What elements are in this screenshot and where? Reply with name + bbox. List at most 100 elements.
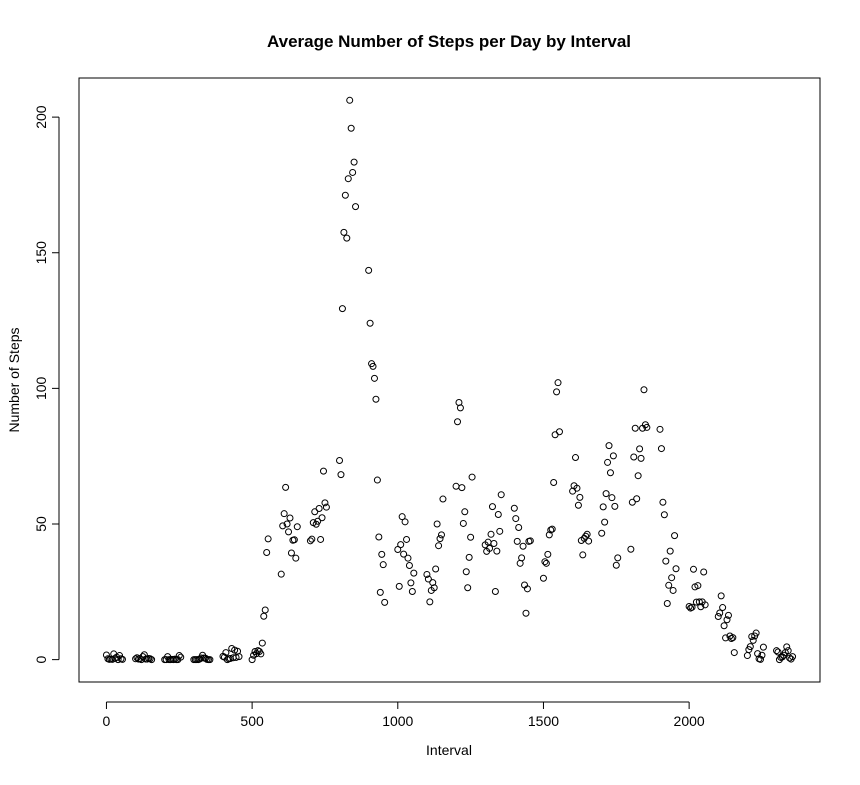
point bbox=[424, 575, 432, 583]
point bbox=[729, 634, 737, 642]
point bbox=[720, 622, 728, 630]
point bbox=[408, 588, 416, 596]
point bbox=[439, 495, 447, 503]
point bbox=[783, 643, 791, 651]
point bbox=[488, 503, 496, 511]
point bbox=[378, 550, 386, 558]
point bbox=[746, 643, 754, 651]
point bbox=[401, 518, 409, 526]
point bbox=[248, 656, 256, 664]
point bbox=[315, 505, 323, 513]
point bbox=[430, 584, 438, 592]
point bbox=[628, 498, 636, 506]
point bbox=[515, 524, 523, 532]
point bbox=[555, 428, 563, 436]
point bbox=[308, 535, 316, 543]
point bbox=[486, 544, 494, 552]
point bbox=[606, 469, 614, 477]
point bbox=[496, 527, 504, 535]
point bbox=[548, 525, 556, 533]
point bbox=[643, 423, 651, 431]
point bbox=[146, 655, 154, 663]
point bbox=[694, 582, 702, 590]
point bbox=[410, 569, 418, 577]
point bbox=[118, 655, 126, 663]
point bbox=[429, 579, 437, 587]
point bbox=[723, 616, 731, 624]
point bbox=[458, 484, 466, 492]
point bbox=[550, 478, 558, 486]
point bbox=[404, 554, 412, 562]
point bbox=[365, 266, 373, 274]
point bbox=[665, 581, 673, 589]
point bbox=[322, 503, 330, 511]
point bbox=[757, 655, 765, 663]
point bbox=[277, 570, 285, 578]
point bbox=[689, 565, 697, 573]
plot-frame bbox=[78, 77, 821, 683]
point bbox=[640, 386, 648, 394]
point bbox=[554, 379, 562, 387]
point bbox=[314, 517, 322, 525]
point bbox=[436, 535, 444, 543]
point bbox=[573, 484, 581, 492]
point bbox=[602, 490, 610, 498]
point bbox=[608, 494, 616, 502]
point bbox=[545, 531, 553, 539]
point bbox=[688, 603, 696, 611]
point bbox=[601, 518, 609, 526]
point bbox=[539, 574, 547, 582]
point bbox=[232, 653, 240, 661]
point bbox=[340, 228, 348, 236]
point bbox=[405, 561, 413, 569]
point bbox=[398, 513, 406, 521]
x-tick-label: 1000 bbox=[382, 713, 413, 729]
point bbox=[719, 604, 727, 612]
point bbox=[381, 598, 389, 606]
point bbox=[668, 574, 676, 582]
point bbox=[437, 531, 445, 539]
point bbox=[280, 510, 288, 518]
point bbox=[523, 585, 531, 593]
y-tick-label: 200 bbox=[33, 105, 49, 129]
point bbox=[659, 498, 667, 506]
point bbox=[459, 519, 467, 527]
point bbox=[319, 467, 327, 475]
point bbox=[730, 649, 738, 657]
point bbox=[341, 191, 349, 199]
point bbox=[510, 504, 518, 512]
point bbox=[462, 568, 470, 576]
point bbox=[724, 611, 732, 619]
point bbox=[461, 508, 469, 516]
point bbox=[518, 554, 526, 562]
point bbox=[656, 425, 664, 433]
point bbox=[773, 647, 781, 655]
point bbox=[541, 558, 549, 566]
point bbox=[346, 96, 354, 104]
chart-title: Average Number of Steps per Day by Inter… bbox=[267, 32, 631, 51]
point bbox=[519, 542, 527, 550]
y-tick-label: 150 bbox=[33, 241, 49, 265]
point bbox=[369, 362, 377, 370]
point bbox=[287, 549, 295, 557]
point bbox=[375, 533, 383, 541]
point bbox=[727, 634, 735, 642]
point bbox=[671, 532, 679, 540]
point bbox=[372, 395, 380, 403]
x-tick-label: 0 bbox=[103, 713, 111, 729]
point bbox=[456, 404, 464, 412]
point bbox=[717, 592, 725, 600]
y-tick-label: 50 bbox=[33, 516, 49, 532]
point bbox=[370, 374, 378, 382]
point bbox=[464, 584, 472, 592]
point bbox=[497, 491, 505, 499]
point bbox=[695, 598, 703, 606]
point bbox=[572, 454, 580, 462]
point bbox=[293, 523, 301, 531]
point bbox=[583, 530, 591, 538]
point bbox=[759, 643, 767, 651]
point bbox=[317, 535, 325, 543]
x-axis-label: Interval bbox=[426, 742, 472, 758]
